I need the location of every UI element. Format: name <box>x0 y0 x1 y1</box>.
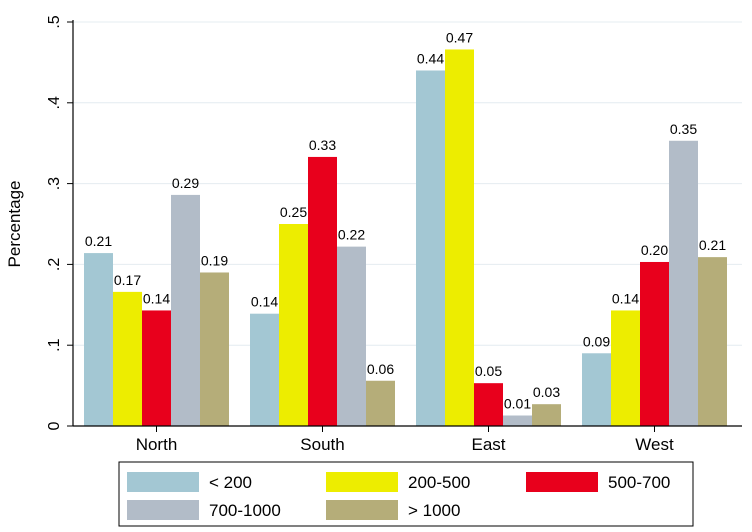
x-tick-label: West <box>635 435 674 454</box>
bar-east-1 <box>416 70 445 426</box>
data-label: 0.09 <box>583 333 610 349</box>
legend-swatch <box>127 500 199 520</box>
legend-swatch <box>326 500 398 520</box>
data-label: 0.03 <box>533 384 560 400</box>
bar-north-5 <box>200 272 229 426</box>
legend: < 200 200-500 500-700 700-1000 > 1000 <box>118 461 694 527</box>
data-label: 0.29 <box>172 175 199 191</box>
bar-north-2 <box>113 291 142 426</box>
data-label: 0.22 <box>338 227 365 243</box>
data-label: 0.21 <box>699 237 726 253</box>
data-label: 0.35 <box>670 121 697 137</box>
legend-label: 200-500 <box>408 473 470 492</box>
data-labels: 0.210.170.140.290.190.140.250.330.220.06… <box>85 29 726 411</box>
legend-swatch <box>526 472 598 492</box>
x-tick-label: North <box>136 435 178 454</box>
bar-south-2 <box>279 224 308 426</box>
y-tick-label: .2 <box>46 258 63 271</box>
bar-west-4 <box>669 140 698 426</box>
legend-label: < 200 <box>209 473 252 492</box>
legend-label: > 1000 <box>408 501 460 520</box>
y-tick-label: .1 <box>46 338 63 351</box>
data-label: 0.14 <box>612 290 639 306</box>
bar-south-5 <box>366 380 395 426</box>
bar-east-5 <box>532 404 561 426</box>
data-label: 0.44 <box>417 50 444 66</box>
bar-west-1 <box>582 353 611 426</box>
data-label: 0.06 <box>367 361 394 377</box>
legend-box <box>118 461 694 527</box>
x-tick-label: East <box>471 435 505 454</box>
legend-label: 500-700 <box>608 473 670 492</box>
legend-label: 700-1000 <box>209 501 281 520</box>
data-label: 0.25 <box>280 204 307 220</box>
bar-east-4 <box>503 415 532 426</box>
data-label: 0.17 <box>114 272 141 288</box>
data-label: 0.19 <box>201 252 228 268</box>
bar-west-2 <box>611 310 640 426</box>
data-label: 0.14 <box>251 294 278 310</box>
legend-swatch <box>127 472 199 492</box>
data-label: 0.33 <box>309 137 336 153</box>
bars <box>84 49 727 427</box>
data-label: 0.05 <box>475 363 502 379</box>
bar-south-1 <box>250 313 279 426</box>
data-label: 0.14 <box>143 290 170 306</box>
data-label: 0.21 <box>85 233 112 249</box>
x-tick-label: South <box>300 435 344 454</box>
bar-north-1 <box>84 253 113 426</box>
bar-north-4 <box>171 194 200 426</box>
bar-west-3 <box>640 261 669 426</box>
bar-south-3 <box>308 156 337 426</box>
bar-east-2 <box>445 49 474 427</box>
bar-east-3 <box>474 383 503 426</box>
y-tick-label: .5 <box>46 15 63 28</box>
bar-north-3 <box>142 310 171 426</box>
legend-swatch <box>326 472 398 492</box>
bar-west-5 <box>698 257 727 426</box>
y-tick-label: 0 <box>46 421 63 430</box>
axes: 0 .1 .2 .3 .4 .5 Percentage North South East West <box>5 15 742 454</box>
y-axis-title: Percentage <box>5 181 24 268</box>
y-tick-label: .4 <box>46 96 63 109</box>
data-label: 0.20 <box>641 242 668 258</box>
data-label: 0.47 <box>446 29 473 45</box>
y-tick-label: .3 <box>46 177 63 190</box>
bar-south-4 <box>337 246 366 426</box>
data-label: 0.01 <box>504 395 531 411</box>
